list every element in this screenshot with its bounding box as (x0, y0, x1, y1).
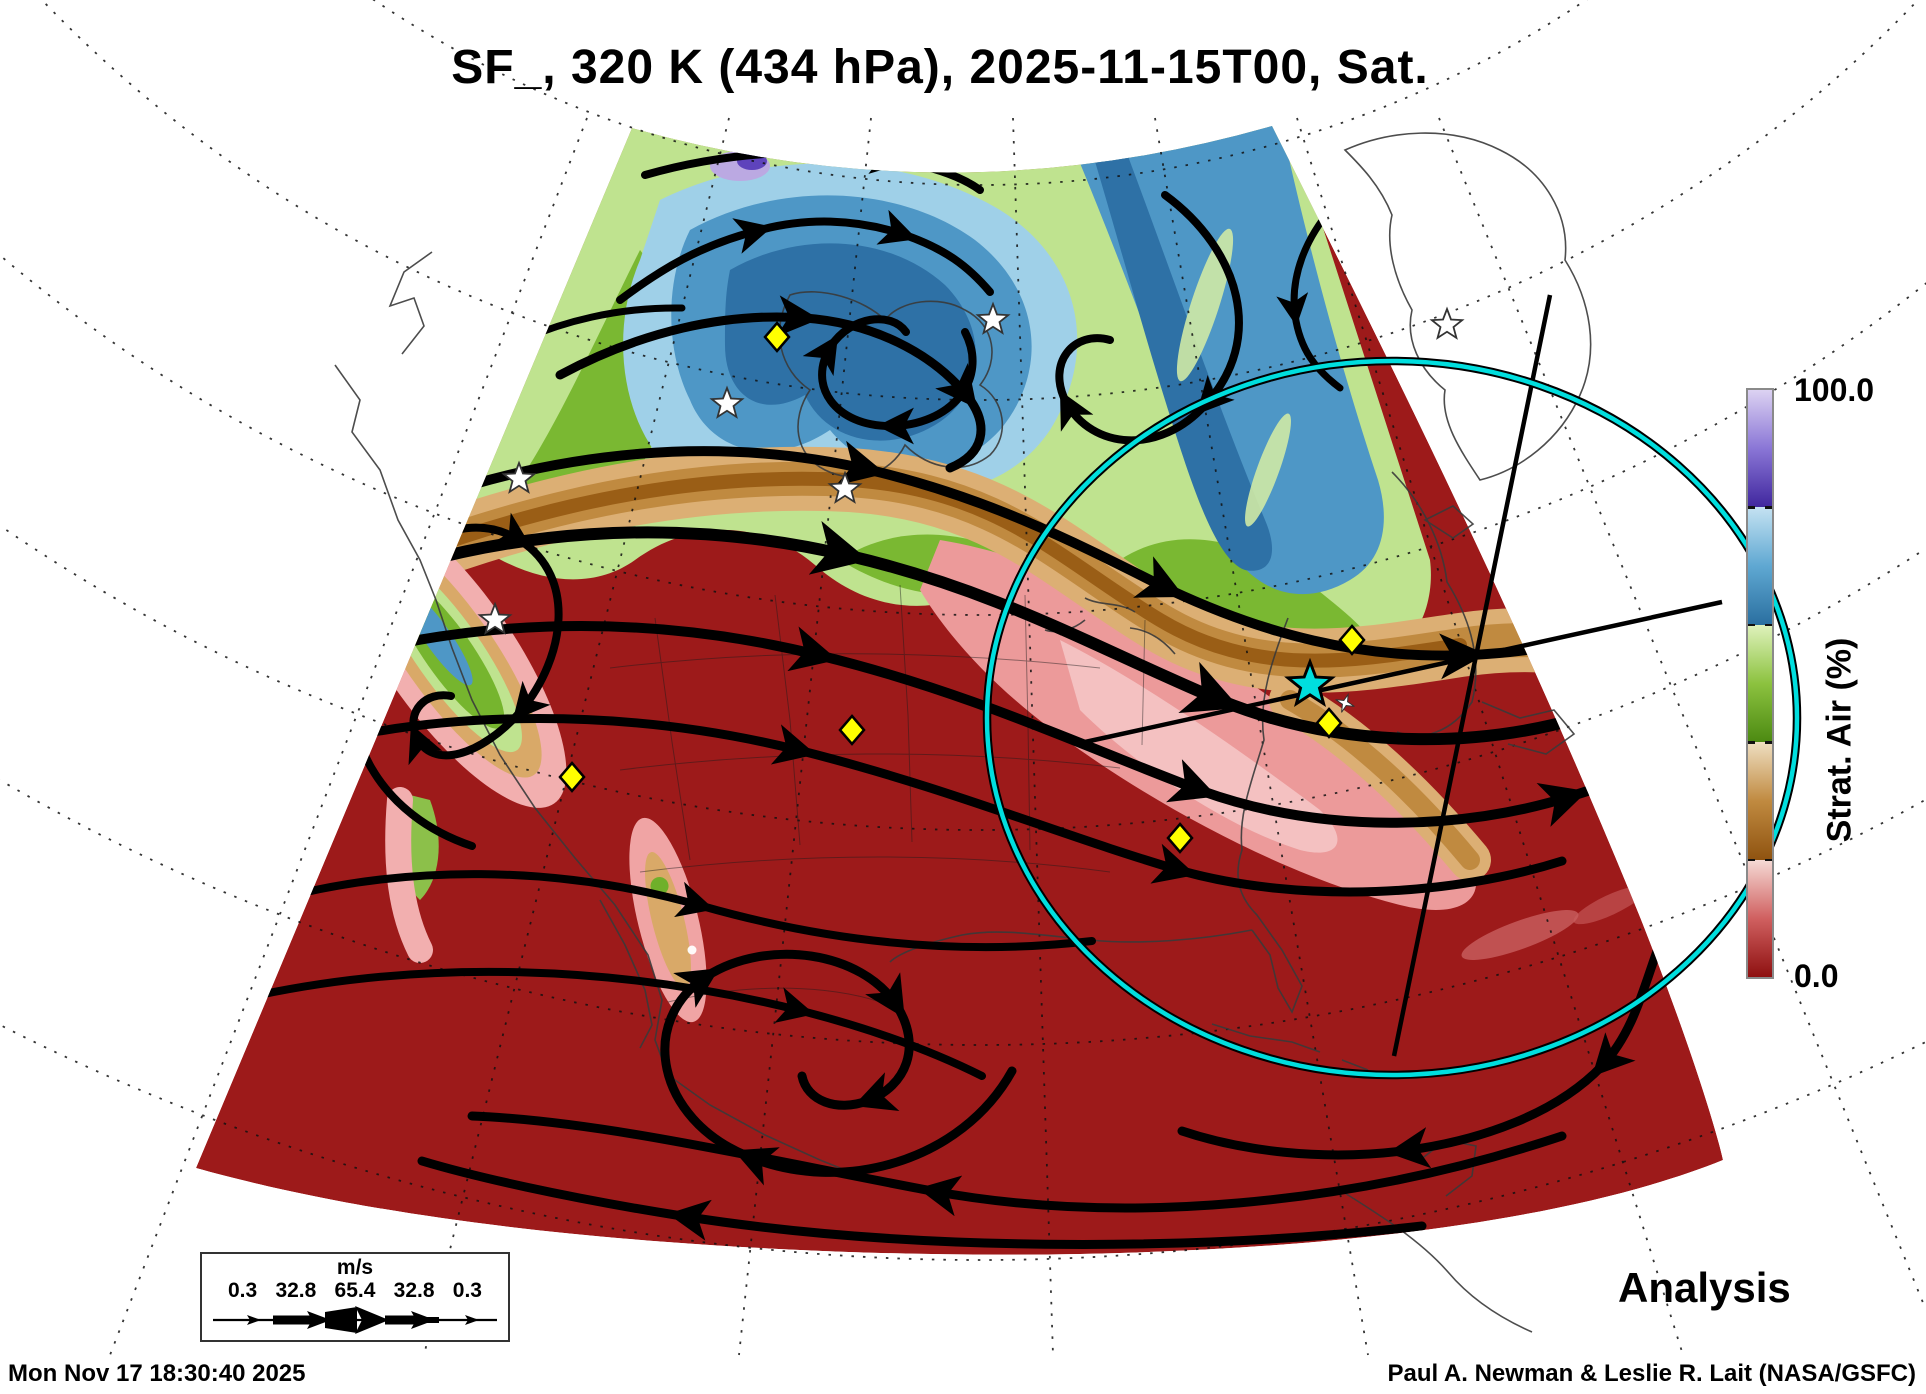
colorbar-gradient (1748, 390, 1772, 978)
wind-legend-value: 32.8 (275, 1279, 317, 1302)
wind-legend-value: 0.3 (228, 1279, 258, 1302)
credit-label: Paul A. Newman & Leslie R. Lait (NASA/GS… (1387, 1360, 1916, 1387)
range-circle (982, 356, 1802, 1080)
wind-legend-unit: m/s (336, 1256, 374, 1279)
colorbar-max-label: 100.0 (1794, 372, 1875, 408)
timestamp-label: Mon Nov 17 18:30:40 2025 (8, 1360, 306, 1387)
page-title: SF_, 320 K (434 hPa), 2025-11-15T00, Sat… (451, 41, 1429, 94)
wind-legend-values: 0.3 32.8 65.4 32.8 0.3 (202, 1280, 508, 1302)
strat-air-field (196, 126, 1723, 1255)
wind-speed-legend: m/s 0.3 32.8 65.4 32.8 0.3 (200, 1252, 510, 1342)
small-white-aircraft-marker (1335, 692, 1355, 713)
colorbar (1746, 388, 1774, 979)
trajectory-cross-lines (1084, 294, 1723, 1057)
colorbar-axis-label: Strat. Air (%) (1820, 637, 1859, 843)
wind-legend-value: 0.3 (452, 1279, 482, 1302)
wind-legend-value: 65.4 (334, 1279, 376, 1302)
wind-legend-value: 32.8 (393, 1279, 435, 1302)
wind-speed-arrow-glyph (213, 1306, 497, 1334)
colorbar-min-label: 0.0 (1794, 958, 1839, 994)
analysis-label: Analysis (1618, 1264, 1791, 1311)
